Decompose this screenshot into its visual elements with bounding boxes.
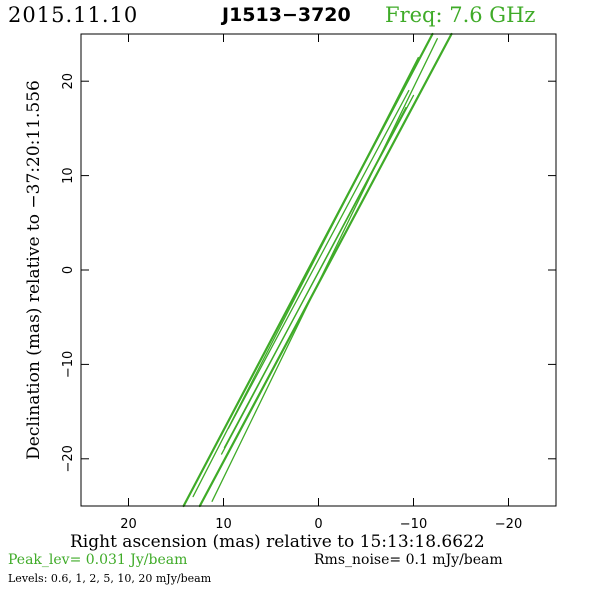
contour-outer-lower-edge (198, 32, 453, 508)
observation-date: 2015.11.10 (8, 3, 139, 27)
x-tick-label: 0 (314, 517, 322, 532)
x-tick-label: 20 (120, 517, 137, 532)
y-tick-label: 10 (61, 167, 76, 184)
source-name: J1513−3720 (222, 4, 351, 26)
x-tick-label: −20 (495, 517, 522, 532)
y-tick-label: 0 (61, 266, 76, 274)
plot-frame (80, 33, 557, 507)
contour-lines (182, 32, 453, 508)
contour-band-upper-inner (192, 56, 419, 498)
x-tick-label: −10 (400, 517, 427, 532)
x-axis-label: Right ascension (mas) relative to 15:13:… (70, 532, 485, 552)
y-tick-label: −10 (61, 351, 76, 378)
x-ticks: 20 10 0 −10 −20 (120, 34, 522, 532)
y-axis-label: Declination (mas) relative to −37:20:11.… (24, 80, 44, 460)
rms-noise: Rms_noise= 0.1 mJy/beam (314, 552, 503, 568)
contour-inner-upper (227, 89, 410, 430)
contour-levels: Levels: 0.6, 1, 2, 5, 10, 20 mJy/beam (8, 572, 212, 585)
peak-level: Peak_lev= 0.031 Jy/beam (8, 552, 188, 568)
y-ticks: −20 −10 0 10 20 (61, 73, 556, 473)
y-tick-label: 20 (61, 73, 76, 90)
contour-outer-upper-edge (182, 32, 434, 508)
frequency-label: Freq: 7.6 GHz (385, 3, 536, 27)
y-tick-label: −20 (61, 445, 76, 472)
x-tick-label: 10 (215, 517, 232, 532)
contour-core-ridge (220, 106, 407, 455)
contour-band-lower-inner (211, 38, 438, 502)
